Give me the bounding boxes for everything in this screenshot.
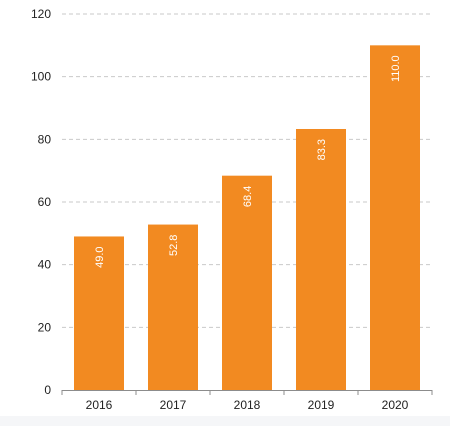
y-tick-label: 0 xyxy=(44,383,51,397)
y-tick-label: 40 xyxy=(38,258,52,272)
bar-value-label: 52.8 xyxy=(168,235,180,256)
bar xyxy=(74,236,124,390)
axes: 0 20 40 60 80 100 120 2016 2017 2018 2019 2020 xyxy=(31,7,433,412)
bar-value-label: 83.3 xyxy=(316,139,328,160)
x-tick-label: 2019 xyxy=(308,398,335,412)
x-tick-label: 2017 xyxy=(160,398,187,412)
bar xyxy=(296,128,346,390)
y-tick-label: 120 xyxy=(31,7,51,21)
bar-value-label: 110.0 xyxy=(390,55,402,82)
y-tick-label: 100 xyxy=(31,70,51,84)
bar xyxy=(148,224,198,390)
footer-band xyxy=(0,416,450,426)
y-tick-label: 60 xyxy=(38,195,52,209)
x-tick-label: 2016 xyxy=(86,398,113,412)
bar-value-label: 68.4 xyxy=(242,186,254,207)
x-tick-label: 2020 xyxy=(382,398,409,412)
x-tick-label: 2018 xyxy=(234,398,261,412)
y-tick-label: 20 xyxy=(38,320,52,334)
bar xyxy=(222,175,272,390)
y-tick-label: 80 xyxy=(38,132,52,146)
bar xyxy=(370,45,420,390)
bars: 49.0 52.8 68.4 83.3 110.0 xyxy=(74,45,420,390)
bar-value-label: 49.0 xyxy=(94,246,106,267)
